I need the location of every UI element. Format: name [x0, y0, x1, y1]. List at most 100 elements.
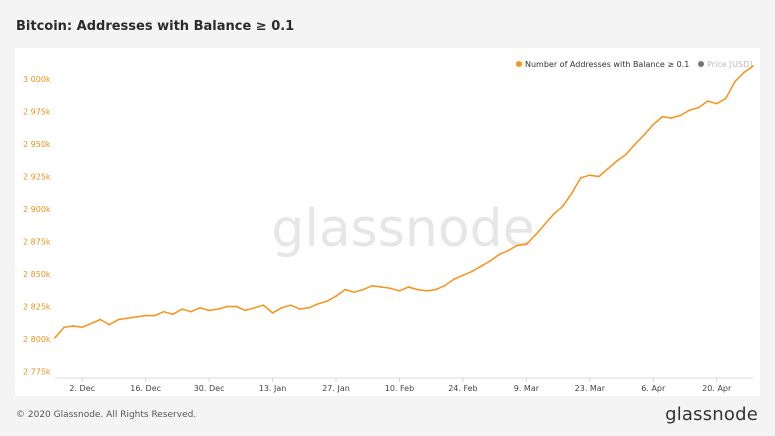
data-point[interactable] — [588, 174, 591, 177]
x-tick-label: 30. Dec — [194, 384, 225, 393]
data-point[interactable] — [208, 309, 211, 312]
data-point[interactable] — [253, 306, 256, 309]
data-point[interactable] — [598, 175, 600, 178]
data-point[interactable] — [697, 106, 700, 109]
data-point[interactable] — [280, 306, 283, 309]
x-tick-label: 24. Feb — [448, 384, 477, 393]
data-point[interactable] — [190, 310, 192, 313]
data-point[interactable] — [380, 286, 383, 288]
data-point[interactable] — [90, 322, 93, 325]
legend-label-series[interactable]: Number of Addresses with Balance ≥ 0.1 — [525, 60, 689, 69]
legend-dot-series — [516, 61, 522, 67]
data-point[interactable] — [498, 253, 501, 256]
y-tick-label: 2 875k — [23, 238, 51, 247]
data-point[interactable] — [652, 123, 655, 126]
line-chart: glassnode Number of Addresses with Balan… — [23, 60, 754, 393]
data-point[interactable] — [534, 234, 537, 236]
x-tick-label: 2. Dec — [69, 384, 95, 393]
data-point[interactable] — [217, 308, 220, 310]
data-point[interactable] — [353, 291, 355, 294]
data-point[interactable] — [706, 100, 709, 102]
data-point[interactable] — [162, 310, 165, 313]
data-point[interactable] — [480, 265, 482, 268]
data-point[interactable] — [99, 318, 102, 321]
x-tick-label: 23. Mar — [575, 384, 606, 393]
data-point[interactable] — [108, 323, 111, 326]
data-point[interactable] — [425, 290, 428, 292]
data-point[interactable] — [317, 303, 319, 305]
data-point[interactable] — [289, 304, 292, 307]
page-title: Bitcoin: Addresses with Balance ≥ 0.1 — [16, 19, 295, 34]
data-point[interactable] — [715, 102, 718, 105]
data-point[interactable] — [344, 288, 346, 291]
data-point[interactable] — [244, 309, 247, 312]
data-point[interactable] — [326, 300, 328, 303]
y-tick-label: 2 775k — [23, 368, 51, 377]
legend-label-price[interactable]: Price [USD] — [707, 60, 752, 69]
data-point[interactable] — [507, 249, 510, 252]
data-point[interactable] — [471, 270, 473, 273]
data-point[interactable] — [661, 115, 664, 118]
data-point[interactable] — [734, 80, 736, 83]
data-point[interactable] — [117, 318, 120, 321]
brand-logo[interactable]: glassnode — [665, 404, 758, 425]
data-point[interactable] — [688, 109, 691, 112]
data-point[interactable] — [335, 295, 337, 297]
data-point[interactable] — [643, 134, 646, 136]
copyright-footer: © 2020 Glassnode. All Rights Reserved. — [16, 410, 197, 420]
x-tick-label: 20. Apr — [702, 384, 732, 393]
data-point[interactable] — [389, 287, 392, 290]
data-point[interactable] — [570, 192, 573, 195]
data-point[interactable] — [752, 65, 754, 67]
data-point[interactable] — [81, 326, 84, 329]
data-point[interactable] — [171, 313, 174, 316]
data-point[interactable] — [462, 274, 464, 277]
data-point[interactable] — [298, 308, 301, 310]
plot-area — [54, 65, 754, 339]
data-point[interactable] — [307, 306, 310, 309]
data-point[interactable] — [271, 312, 274, 314]
data-point[interactable] — [72, 325, 74, 327]
data-point[interactable] — [416, 288, 419, 291]
data-point[interactable] — [489, 260, 491, 262]
data-point[interactable] — [434, 288, 437, 291]
legend: Number of Addresses with Balance ≥ 0.1 P… — [516, 60, 752, 69]
data-point[interactable] — [453, 278, 455, 281]
data-point[interactable] — [616, 160, 618, 162]
data-point[interactable] — [634, 143, 637, 145]
data-point[interactable] — [235, 305, 238, 308]
data-point[interactable] — [743, 71, 745, 74]
data-point[interactable] — [443, 284, 446, 287]
data-point[interactable] — [561, 205, 564, 208]
data-point[interactable] — [525, 243, 528, 246]
data-point[interactable] — [679, 114, 682, 117]
data-point[interactable] — [625, 153, 627, 156]
data-point[interactable] — [362, 288, 365, 291]
data-point[interactable] — [54, 336, 56, 339]
data-point[interactable] — [63, 326, 65, 329]
data-point[interactable] — [516, 244, 519, 247]
x-axis: 2. Dec 16. Dec 30. Dec 13. Jan 27. Jan 10. Fe… — [55, 377, 753, 393]
data-point[interactable] — [144, 314, 147, 317]
data-point[interactable] — [181, 308, 183, 310]
data-point[interactable] — [262, 304, 265, 307]
x-tick-label: 6. Apr — [641, 384, 666, 393]
data-point[interactable] — [135, 316, 138, 318]
data-point[interactable] — [126, 317, 129, 320]
data-point[interactable] — [552, 213, 555, 216]
data-point[interactable] — [153, 314, 156, 317]
data-point[interactable] — [371, 284, 374, 287]
watermark: glassnode — [271, 199, 534, 259]
x-tick-label: 9. Mar — [514, 384, 540, 393]
data-point[interactable] — [226, 305, 229, 308]
x-tick-label: 27. Jan — [322, 384, 350, 393]
data-point[interactable] — [407, 286, 410, 288]
data-point[interactable] — [670, 117, 673, 119]
data-point[interactable] — [543, 223, 546, 226]
data-point[interactable] — [724, 97, 727, 100]
data-point[interactable] — [607, 167, 609, 170]
y-tick-label: 2 850k — [23, 270, 51, 279]
data-point[interactable] — [199, 306, 201, 309]
data-point[interactable] — [398, 290, 401, 292]
data-point[interactable] — [579, 176, 582, 179]
